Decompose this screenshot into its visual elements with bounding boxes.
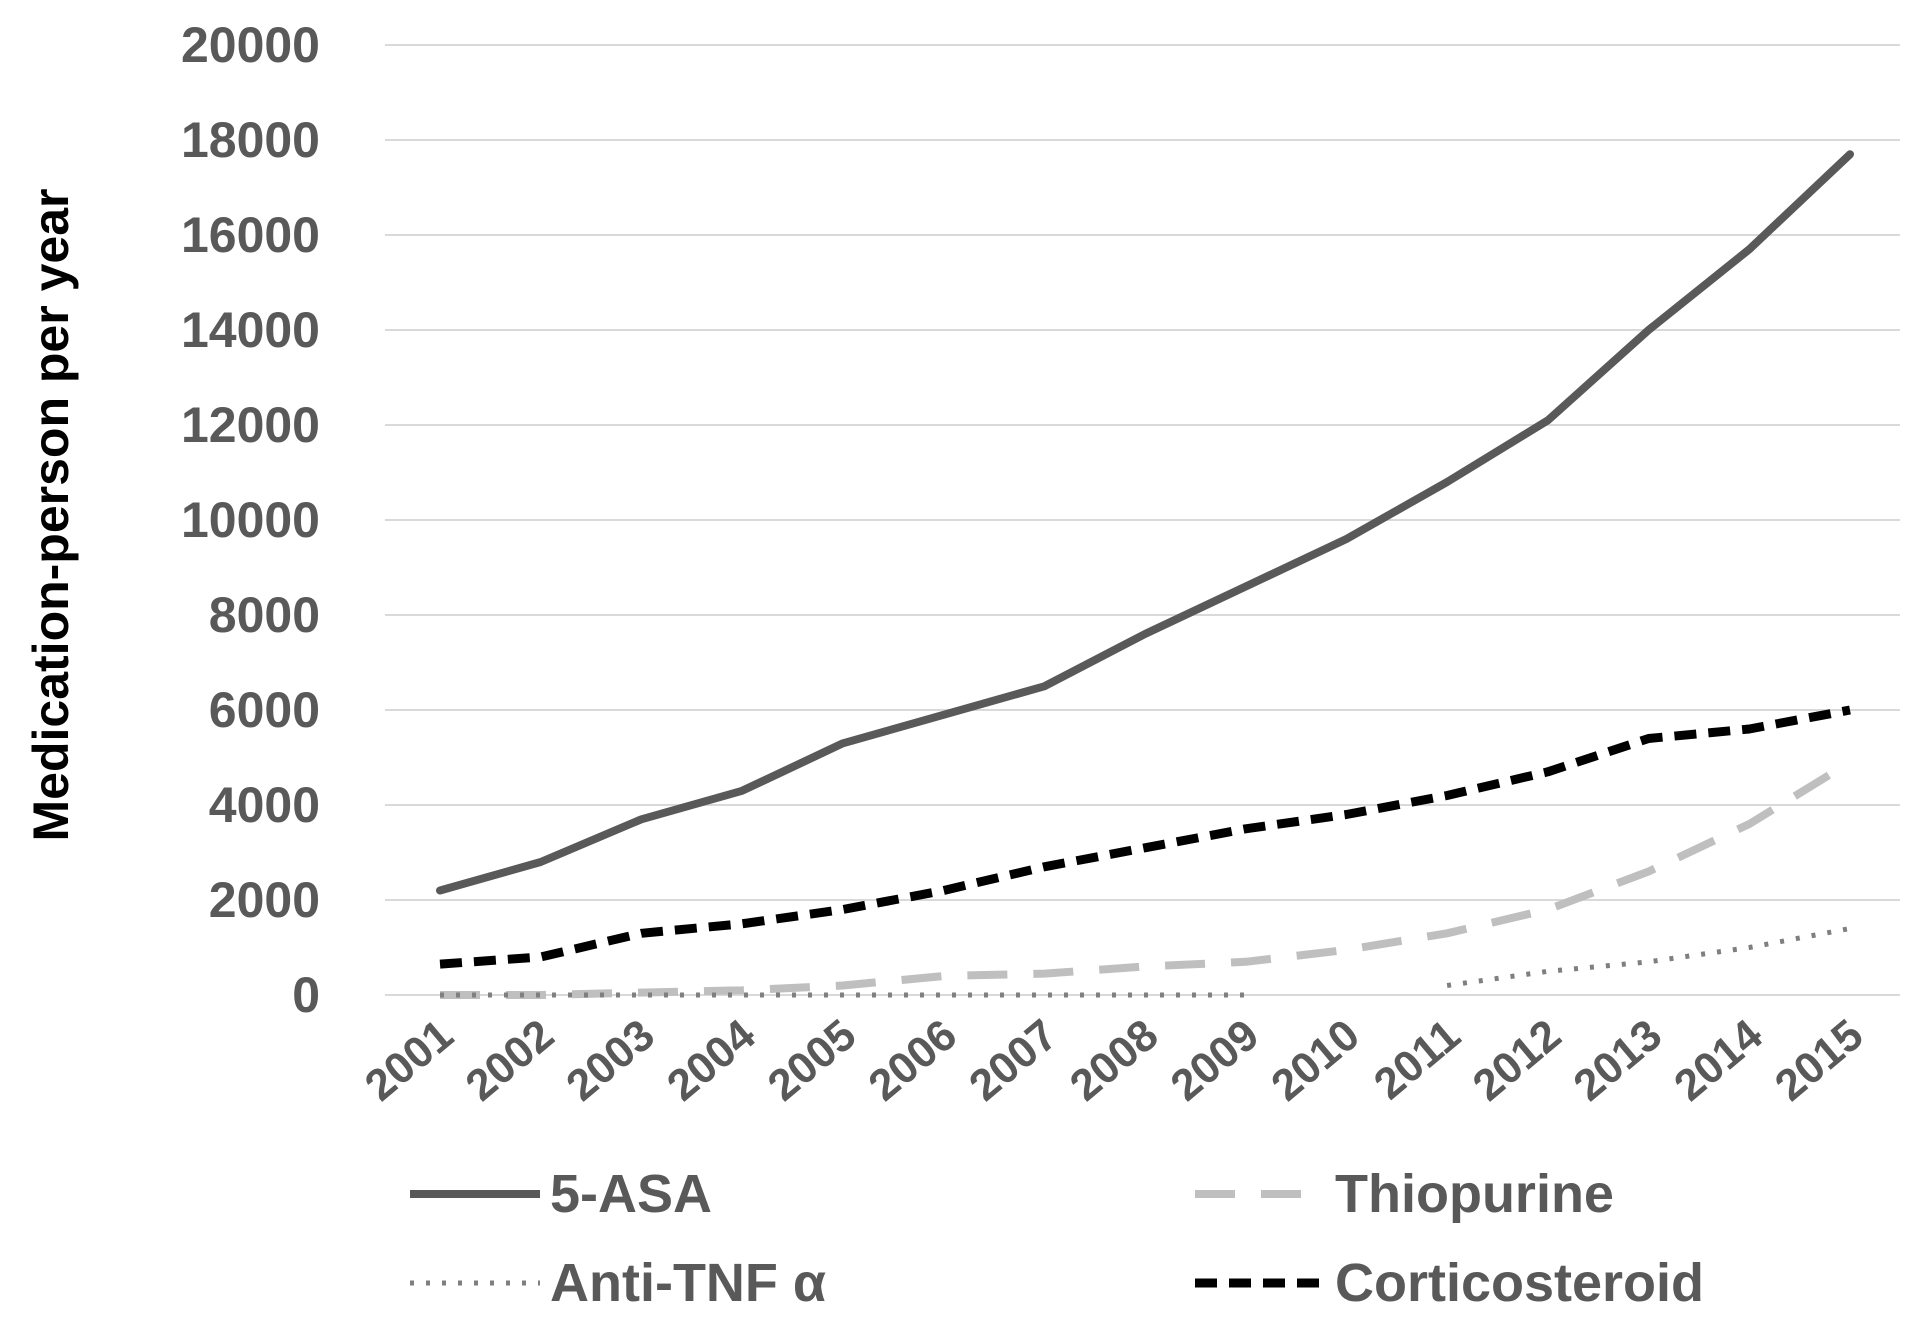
y-tick-label: 4000 [209, 777, 320, 833]
series-line [440, 758, 1853, 999]
series-lines [436, 150, 1854, 999]
x-tick-label: 2001 [356, 1010, 462, 1110]
x-tick-label: 2008 [1061, 1010, 1167, 1110]
y-tick-label: 18000 [181, 112, 320, 168]
series-thiopurine [439, 758, 1853, 999]
x-tick-label: 2003 [557, 1010, 663, 1110]
y-tick-label: 16000 [181, 207, 320, 263]
x-tick-label: 2012 [1464, 1010, 1570, 1110]
x-tick-label: 2013 [1565, 1010, 1671, 1110]
legend-label: Anti-TNF α [550, 1253, 826, 1313]
y-tick-label: 20000 [181, 17, 320, 73]
y-axis-label: Medication-person per year [23, 189, 79, 842]
series-line [439, 705, 1851, 969]
x-tick-label: 2005 [759, 1010, 865, 1110]
gridlines [385, 44, 1900, 996]
y-tick-label: 12000 [181, 397, 320, 453]
x-tick-label: 2010 [1262, 1010, 1368, 1110]
series-anti-tnf- [439, 926, 1851, 998]
legend-label: 5-ASA [550, 1164, 712, 1224]
legend-item: Anti-TNF α [410, 1253, 826, 1313]
y-tick-label: 0 [292, 967, 320, 1023]
legend-item: Corticosteroid [1195, 1253, 1704, 1313]
y-tick-label: 8000 [209, 587, 320, 643]
y-tick-label: 6000 [209, 682, 320, 738]
x-tick-label: 2014 [1665, 1010, 1772, 1111]
x-tick-label: 2011 [1365, 1010, 1470, 1109]
x-tick-label: 2007 [960, 1010, 1066, 1110]
x-tick-label: 2002 [457, 1010, 563, 1110]
x-tick-label: 2009 [1162, 1010, 1268, 1110]
series-line [436, 150, 1854, 895]
x-tick-label: 2015 [1766, 1010, 1872, 1110]
x-tick-label: 2004 [658, 1010, 765, 1111]
legend-item: Thiopurine [1195, 1164, 1614, 1224]
legend: 5-ASA Thiopurine Anti-TNF α Corticosteroid [410, 1164, 1704, 1313]
series-corticosteroid [439, 705, 1851, 969]
y-tick-label: 2000 [209, 872, 320, 928]
legend-label: Thiopurine [1335, 1164, 1614, 1224]
x-axis-ticks: 2001200220032004200520062007200820092010… [356, 1010, 1872, 1111]
x-tick-label: 2006 [860, 1010, 966, 1110]
y-tick-label: 10000 [181, 492, 320, 548]
y-axis-ticks: 0 2000 4000 6000 8000 10000 12000 14000 16000 180… [181, 17, 320, 1023]
legend-label: Corticosteroid [1335, 1253, 1704, 1313]
y-tick-label: 14000 [181, 302, 320, 358]
series-line [1446, 926, 1851, 988]
legend-item: 5-ASA [410, 1164, 712, 1224]
series-5-asa [436, 150, 1854, 895]
